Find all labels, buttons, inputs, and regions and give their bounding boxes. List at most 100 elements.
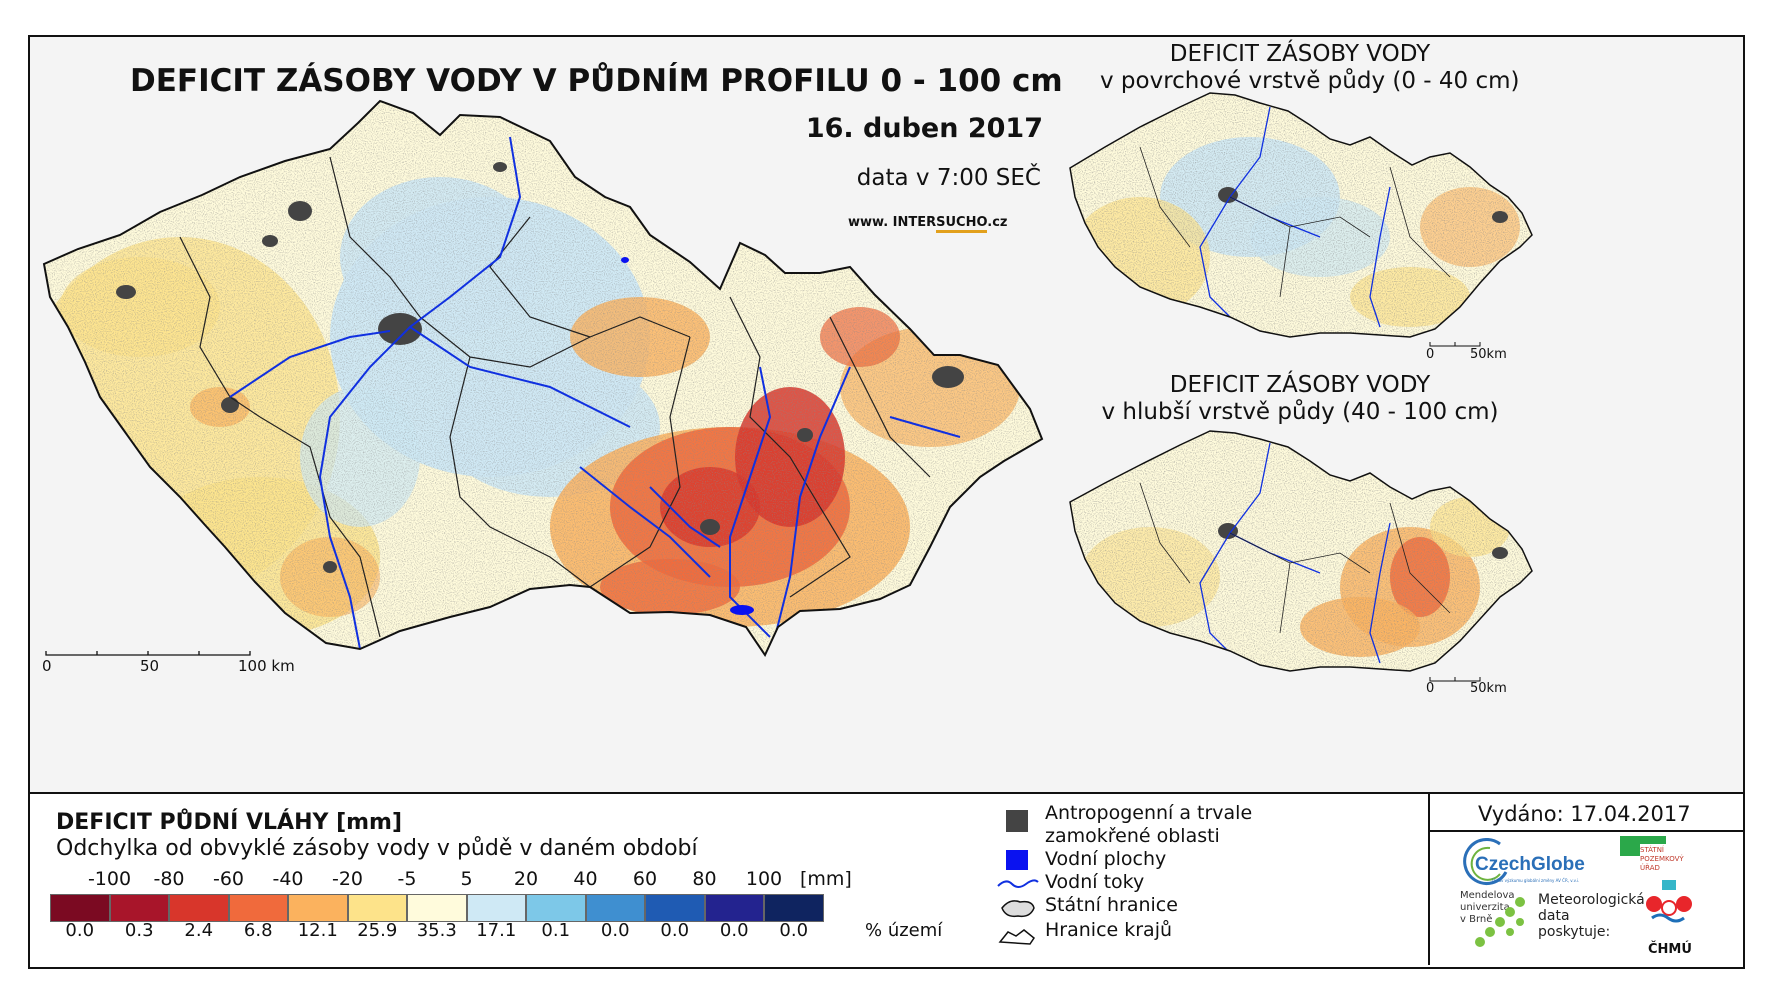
legend-swatch (645, 894, 705, 922)
inset-top-title-line2: v povrchové vrstvě půdy (0 - 40 cm) (1100, 68, 1520, 94)
legend-percent: 0.0 (779, 920, 809, 941)
legend-percent: 0.1 (541, 920, 571, 941)
czechglobe-sub: Ústav výzkumu globální změny AV ČR, v.v.… (1492, 878, 1580, 883)
spu-logo: STÁTNÍ POZEMKOVÝ ÚŘAD (1640, 846, 1684, 873)
data-time-note: data v 7:00 SEČ (856, 165, 1041, 191)
chmu-logo-mark (1646, 880, 1692, 923)
inset-top-scale-0: 0 (1426, 347, 1435, 362)
legend-percent: 2.4 (184, 920, 214, 941)
legend-swatch (50, 894, 110, 922)
legend-tick: -60 (212, 868, 245, 890)
urban-area-label: Antropogenní a trvale zamokřené oblasti (1045, 802, 1252, 848)
map-sheet: DEFICIT ZÁSOBY VODY V PŮDNÍM PROFILU 0 -… (28, 35, 1745, 969)
legend-percent: 6.8 (243, 920, 273, 941)
water-body-swatch (1006, 850, 1028, 870)
water-body-label: Vodní plochy (1045, 848, 1167, 870)
spu-line3: ÚŘAD (1640, 864, 1660, 872)
mendel-line3: v Brně (1460, 914, 1493, 925)
urban-area-label-line2: zamokřené oblasti (1045, 825, 1220, 847)
inset-bottom-title-line2: v hlubší vrstvě půdy (40 - 100 cm) (1101, 399, 1499, 425)
legend-percent: 0.0 (719, 920, 749, 941)
line-symbols (997, 879, 1039, 945)
mendel-line2: univerzita (1460, 902, 1510, 913)
legend-swatch (288, 894, 348, 922)
legend-tick: 60 (632, 868, 658, 890)
inset-bottom-title-line1: DEFICIT ZÁSOBY VODY (1169, 372, 1431, 398)
legend-percent: 25.9 (357, 920, 398, 941)
issuer-divider (1430, 830, 1743, 832)
legend-percent: 0.0 (600, 920, 630, 941)
map-panel: DEFICIT ZÁSOBY VODY V PŮDNÍM PROFILU 0 -… (30, 37, 1743, 792)
legend-tick: -20 (331, 868, 364, 890)
czechglobe-logo-mark (1463, 838, 1508, 885)
legend-swatch (764, 894, 824, 922)
mendel-logo-dots (1475, 897, 1525, 947)
main-scale-bar (45, 651, 251, 656)
region-border-label: Hranice krajů (1045, 919, 1173, 941)
state-border-label: Státní hranice (1045, 894, 1178, 916)
legend-tick: -100 (87, 868, 132, 890)
legend-tick: 100 (745, 868, 783, 890)
spu-line2: POZEMKOVÝ (1640, 855, 1684, 863)
main-map-title: DEFICIT ZÁSOBY VODY V PŮDNÍM PROFILU 0 -… (130, 63, 1063, 99)
legend-swatch (585, 894, 645, 922)
inset-top-scale-50: 50km (1470, 347, 1507, 362)
legend-percent: 35.3 (416, 920, 457, 941)
url-highlight: SUCHO (936, 215, 988, 233)
meteo-provider-text: Meteorologická data poskytuje: (1538, 892, 1645, 940)
scale-label-0: 0 (42, 657, 52, 675)
state-border-main (42, 99, 1044, 658)
inset-bottom-scale-0: 0 (1426, 681, 1435, 696)
legend-swatch (407, 894, 467, 922)
legend-swatch (466, 894, 526, 922)
issued-date: Vydáno: 17.04.2017 (1478, 802, 1691, 826)
mendel-line1: Mendelova (1460, 890, 1515, 901)
meteo-line3: poskytuje: (1538, 924, 1611, 940)
legend-percent: 0.3 (124, 920, 154, 941)
legend-tick: 80 (692, 868, 717, 890)
legend-percent: 12.1 (297, 920, 338, 941)
inset-top-title: DEFICIT ZÁSOBY VODY v povrchové vrstvě p… (1100, 41, 1520, 95)
inset-bottom-scale-50: 50km (1470, 681, 1507, 696)
percent-label: % území (865, 920, 943, 941)
legend-title: DEFICIT PŮDNÍ VLÁHY [mm] (56, 810, 403, 835)
legend-swatch (347, 894, 407, 922)
scale-label-50: 50 (140, 657, 160, 675)
legend-panel: DEFICIT PŮDNÍ VLÁHY [mm] Odchylka od obv… (30, 792, 1743, 967)
legend-tick: 5 (460, 868, 473, 890)
rivers-label: Vodní toky (1045, 871, 1145, 893)
legend-swatch (169, 894, 229, 922)
inset-bottom-title: DEFICIT ZÁSOBY VODY v hlubší vrstvě půdy… (1100, 372, 1500, 426)
legend-tick: 40 (573, 868, 598, 890)
legend-swatch (704, 894, 764, 922)
scale-label-100: 100 km (238, 657, 295, 675)
inset-top-title-line1: DEFICIT ZÁSOBY VODY (1169, 41, 1431, 67)
urban-area-label-line1: Antropogenní a trvale (1045, 802, 1253, 824)
mendel-logo: Mendelova univerzita v Brně (1460, 890, 1515, 926)
meteo-line2: data (1538, 908, 1570, 924)
legend-percent: 0.0 (660, 920, 690, 941)
chmu-logo: ČHMÚ (1648, 942, 1692, 957)
intersucho-url: www. INTERSUCHO.cz (848, 215, 1008, 233)
map-date: 16. duben 2017 (805, 113, 1043, 144)
main-map-drawing (42, 92, 1533, 682)
spu-line1: STÁTNÍ (1640, 846, 1664, 854)
czechglobe-logo: CzechGlobe (1475, 854, 1585, 875)
legend-tick: -5 (397, 868, 417, 890)
legend-tick: -80 (153, 868, 185, 890)
legend-swatch (526, 894, 586, 922)
legend-percent: 17.1 (476, 920, 517, 941)
legend-subtitle: Odchylka od obvyklé zásoby vody v půdě v… (56, 836, 698, 861)
url-suffix: .cz (987, 215, 1008, 230)
meteo-line1: Meteorologická (1538, 892, 1645, 908)
legend-percent: 0.0 (65, 920, 95, 941)
legend-unit: [mm] (800, 868, 852, 890)
legend-swatch (228, 894, 288, 922)
legend-tick: 20 (513, 868, 539, 890)
spu-logo-mark (1620, 836, 1640, 856)
url-prefix: www. INTER (848, 215, 937, 230)
legend-tick: -40 (272, 868, 304, 890)
urban-area-swatch (1006, 810, 1028, 832)
legend-swatch (109, 894, 169, 922)
issuer-panel: Vydáno: 17.04.2017 CzechGlobe Ústav výzk… (1428, 794, 1743, 965)
